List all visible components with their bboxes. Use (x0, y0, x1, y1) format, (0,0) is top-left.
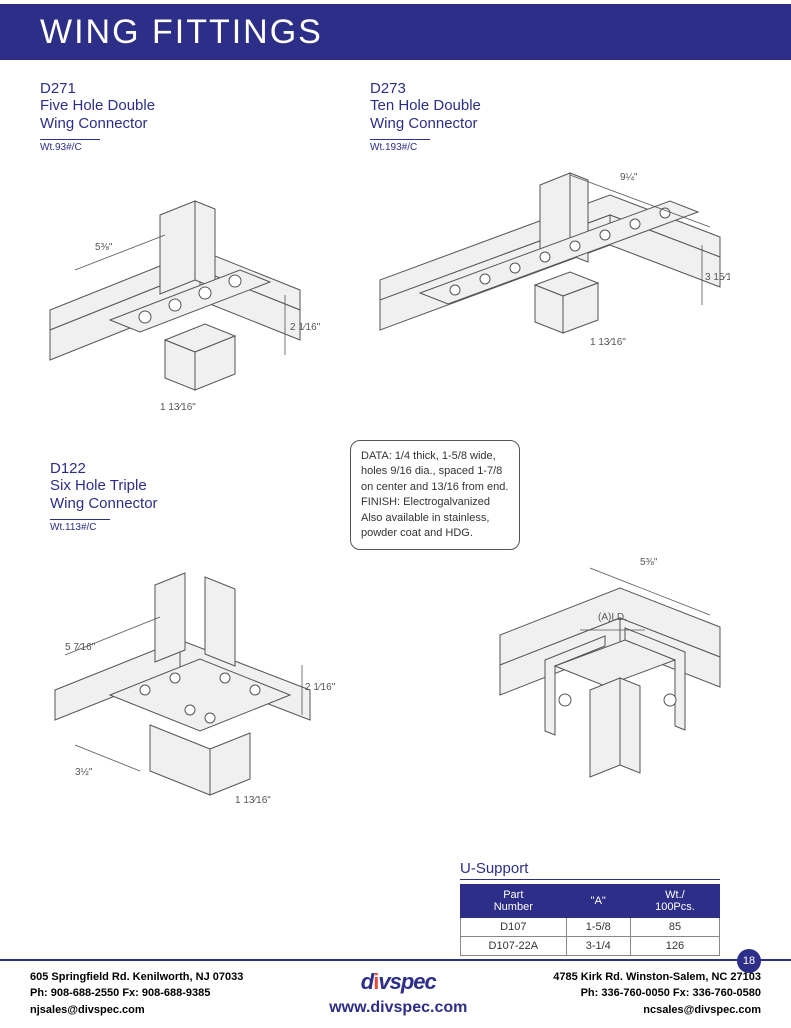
table-cell: D107 (461, 918, 567, 937)
product-code: D122 (50, 460, 350, 477)
usupport-section: U-Support Part Number "A" Wt./ 100Pcs. D… (460, 860, 720, 956)
content-area: D271 Five Hole Double Wing Connector Wt.… (0, 60, 791, 920)
product-d273: D273 Ten Hole Double Wing Connector Wt.1… (370, 80, 730, 375)
table-cell: D107-22A (461, 937, 567, 956)
dim-w: 5 7⁄16" (65, 642, 96, 653)
page-number-badge: 18 (737, 949, 761, 973)
product-weight: Wt.113#/C (50, 519, 110, 533)
diagram-d122: 5 7⁄16" 2 1⁄16" 3½" 1 13⁄16" (50, 545, 350, 835)
table-header: Wt./ 100Pcs. (630, 885, 719, 918)
product-name: Five Hole Double Wing Connector (40, 97, 320, 133)
header-band: WING FITTINGS (0, 4, 791, 60)
usupport-title: U-Support (460, 860, 720, 880)
dim-base: 1 13⁄16" (235, 795, 271, 806)
table-cell: 85 (630, 918, 719, 937)
footer-center: divspec www.divspec.com (298, 969, 498, 1017)
footer: 18 605 Springfield Rd. Kenilworth, NJ 07… (0, 959, 791, 1028)
product-code: D273 (370, 80, 730, 97)
page-title: WING FITTINGS (40, 13, 323, 52)
product-name: Six Hole Triple Wing Connector (50, 477, 350, 513)
footer-email-left: njsales@divspec.com (30, 1002, 243, 1019)
usupport-table: Part Number "A" Wt./ 100Pcs. D107 1-5/8 … (460, 884, 720, 956)
table-header: Part Number (461, 885, 567, 918)
dim-d: 3½" (75, 767, 93, 778)
dim-base: 1 13⁄16" (160, 402, 196, 413)
product-name: Ten Hole Double Wing Connector (370, 97, 730, 133)
product-d122: D122 Six Hole Triple Wing Connector Wt.1… (50, 460, 350, 835)
table-cell: 126 (630, 937, 719, 956)
dim-base: 1 13⁄16" (590, 337, 626, 348)
diagram-d273: 9¼" 3 15⁄16" 1 13⁄16" (370, 165, 730, 375)
footer-email-right: ncsales@divspec.com (553, 1002, 761, 1019)
product-d271: D271 Five Hole Double Wing Connector Wt.… (40, 80, 320, 425)
dim-h: 3 15⁄16" (705, 272, 730, 283)
dim-w: 9¼" (620, 171, 638, 183)
dim-h: 2 1⁄16" (305, 682, 336, 693)
dim-w: 5⅜" (640, 557, 658, 568)
diagram-usupport: 5⅜" (A)I.D. (470, 540, 730, 800)
table-header: "A" (566, 885, 630, 918)
table-cell: 3-1/4 (566, 937, 630, 956)
product-weight: Wt.93#/C (40, 139, 100, 153)
dim-w: 5⅜" (95, 242, 113, 253)
table-row: D107 1-5/8 85 (461, 918, 720, 937)
footer-left: 605 Springfield Rd. Kenilworth, NJ 07033… (30, 969, 243, 1019)
product-code: D271 (40, 80, 320, 97)
footer-phone-left: Ph: 908-688-2550 Fx: 908-688-9385 (30, 985, 243, 1002)
data-box-text: DATA: 1/4 thick, 1-5/8 wide, holes 9/16 … (361, 450, 508, 539)
logo: divspec (298, 969, 498, 995)
footer-addr-right: 4785 Kirk Rd. Winston-Salem, NC 27103 (553, 969, 761, 986)
footer-addr-left: 605 Springfield Rd. Kenilworth, NJ 07033 (30, 969, 243, 986)
table-cell: 1-5/8 (566, 918, 630, 937)
table-row: D107-22A 3-1/4 126 (461, 937, 720, 956)
footer-phone-right: Ph: 336-760-0050 Fx: 336-760-0580 (553, 985, 761, 1002)
footer-url: www.divspec.com (298, 999, 498, 1017)
dim-aid: (A)I.D. (598, 612, 627, 623)
product-weight: Wt.193#/C (370, 139, 430, 153)
product-usupport-figure: 5⅜" (A)I.D. (470, 530, 730, 800)
dim-h: 2 1⁄16" (290, 322, 320, 333)
diagram-d271: 5⅜" 2 1⁄16" 1 13⁄16" (40, 165, 320, 425)
footer-right: 4785 Kirk Rd. Winston-Salem, NC 27103 Ph… (553, 969, 761, 1019)
